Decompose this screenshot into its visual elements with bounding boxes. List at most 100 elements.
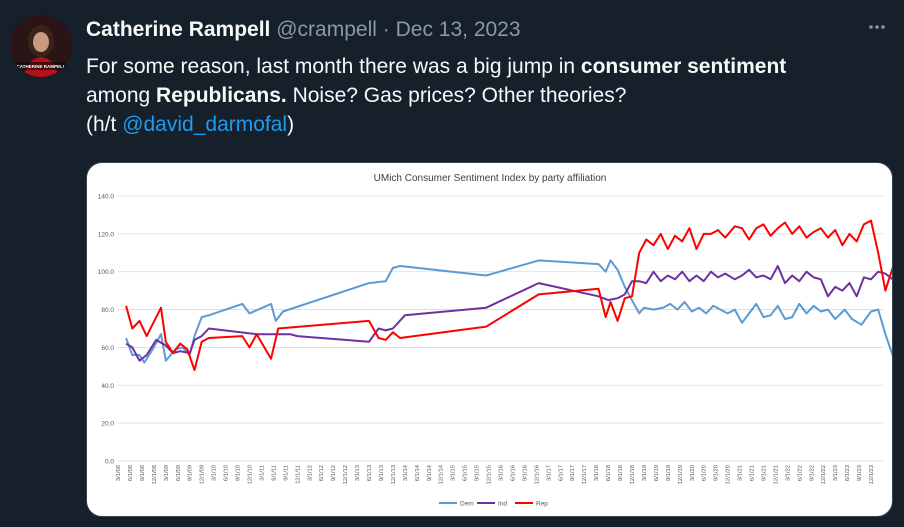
y-tick-label: 100.0 — [98, 269, 115, 276]
x-tick-label: 12/1/14 — [439, 464, 445, 484]
tweet-media-chart[interactable]: UMich Consumer Sentiment Index by party … — [86, 162, 893, 517]
x-tick-label: 9/1/22 — [809, 465, 815, 481]
more-horizontal-icon[interactable] — [864, 16, 890, 44]
x-tick-label: 6/1/12 — [319, 465, 325, 481]
x-tick-label: 3/1/12 — [307, 465, 313, 481]
tweet-text-bold: consumer sentiment — [580, 55, 787, 78]
series-line-dem — [125, 259, 892, 364]
tweet-text-bold: Republicans. — [156, 84, 287, 107]
x-tick-label: 6/1/08 — [128, 465, 134, 481]
x-tick-label: 9/1/11 — [283, 465, 289, 481]
x-tick-label: 12/1/08 — [152, 465, 158, 484]
x-tick-label: 6/1/20 — [702, 465, 708, 481]
tweet-text: For some reason, last month there was a … — [86, 52, 896, 139]
x-tick-label: 9/1/23 — [857, 465, 863, 481]
x-tick-label: 3/1/20 — [690, 465, 696, 481]
author-name[interactable]: Catherine Rampell — [86, 18, 271, 41]
svg-text:CATHERINE RAMPELL: CATHERINE RAMPELL — [17, 64, 66, 69]
x-tick-label: 12/1/16 — [534, 465, 540, 484]
x-tick-label: 6/1/22 — [797, 465, 803, 481]
x-tick-label: 9/1/13 — [379, 465, 385, 481]
x-tick-label: 12/1/22 — [821, 465, 827, 484]
x-tick-label: 6/1/23 — [845, 465, 851, 481]
x-tick-label: 6/1/15 — [463, 465, 469, 481]
x-tick-label: 12/1/17 — [582, 465, 588, 484]
tweet-text-part: ) — [287, 113, 295, 136]
tweet-date[interactable]: Dec 13, 2023 — [395, 18, 521, 41]
x-tick-label: 3/1/22 — [785, 465, 791, 481]
x-tick-label: 3/1/09 — [164, 465, 170, 481]
chart-svg: UMich Consumer Sentiment Index by party … — [98, 173, 892, 508]
x-tick-label: 3/1/08 — [116, 465, 122, 481]
series-line-ind — [125, 265, 892, 362]
avatar[interactable]: CATHERINE RAMPELL — [10, 15, 72, 77]
x-tick-label: 9/1/12 — [331, 465, 337, 481]
tweet-text-part: among — [86, 84, 157, 107]
x-tick-label: 3/1/15 — [451, 465, 457, 481]
legend-label: Rep — [536, 501, 548, 508]
x-tick-label: 9/1/16 — [522, 465, 528, 481]
x-tick-label: 6/1/11 — [271, 465, 277, 481]
x-tick-label: 3/1/18 — [594, 465, 600, 481]
x-tick-label: 12/1/23 — [869, 465, 875, 484]
x-tick-label: 9/1/09 — [188, 465, 194, 481]
mention-link[interactable]: @david_darmofal — [122, 113, 288, 136]
y-tick-label: 140.0 — [98, 194, 115, 201]
x-tick-label: 3/1/17 — [546, 465, 552, 481]
x-tick-label: 3/1/23 — [833, 465, 839, 481]
x-tick-label: 12/1/13 — [391, 465, 397, 484]
x-tick-label: 3/1/21 — [738, 465, 744, 481]
y-tick-label: 80.0 — [101, 307, 114, 314]
y-tick-label: 60.0 — [101, 345, 114, 352]
tweet-text-part: For some reason, last month there was a … — [86, 55, 581, 78]
x-tick-label: 6/1/18 — [606, 465, 612, 481]
tweet-header: Catherine Rampell @crampell · Dec 13, 20… — [86, 16, 521, 44]
chart-title: UMich Consumer Sentiment Index by party … — [374, 173, 607, 184]
x-tick-label: 12/1/12 — [343, 465, 349, 484]
x-tick-label: 12/1/09 — [200, 465, 206, 484]
author-handle[interactable]: @crampell — [276, 18, 377, 41]
x-tick-label: 9/1/10 — [236, 465, 242, 481]
x-tick-label: 3/1/19 — [642, 465, 648, 481]
x-tick-label: 12/1/11 — [295, 465, 301, 484]
x-tick-label: 3/1/16 — [499, 465, 505, 481]
tweet-text-part: Noise? Gas prices? Other theories? — [286, 84, 627, 107]
x-tick-label: 3/1/14 — [403, 464, 409, 481]
y-tick-label: 20.0 — [101, 421, 114, 428]
x-tick-label: 3/1/11 — [259, 465, 265, 481]
x-tick-label: 12/1/19 — [678, 465, 684, 484]
x-tick-label: 6/1/16 — [510, 465, 516, 481]
avatar-image: CATHERINE RAMPELL — [10, 15, 72, 77]
x-tick-label: 6/1/09 — [176, 465, 182, 481]
x-tick-label: 6/1/10 — [224, 465, 230, 481]
x-tick-label: 12/1/20 — [726, 465, 732, 484]
x-tick-label: 6/1/21 — [750, 465, 756, 481]
legend-label: Dem — [460, 501, 474, 508]
tweet-text-part: (h/t — [86, 113, 123, 136]
series-line-rep — [125, 219, 892, 372]
y-tick-label: 120.0 — [98, 231, 115, 238]
x-tick-label: 6/1/13 — [367, 465, 373, 481]
x-tick-label: 9/1/21 — [761, 465, 767, 481]
x-tick-label: 6/1/19 — [654, 465, 660, 481]
y-tick-label: 0.0 — [105, 459, 114, 466]
x-tick-label: 9/1/15 — [475, 465, 481, 481]
x-tick-label: 9/1/20 — [714, 465, 720, 481]
x-tick-label: 3/1/13 — [355, 465, 361, 481]
y-tick-label: 40.0 — [101, 383, 114, 390]
x-tick-label: 12/1/21 — [773, 465, 779, 484]
x-tick-label: 9/1/08 — [140, 465, 146, 481]
legend-label: Ind — [498, 501, 507, 508]
x-tick-label: 9/1/19 — [666, 465, 672, 481]
x-tick-label: 6/1/17 — [558, 465, 564, 481]
x-tick-label: 9/1/17 — [570, 465, 576, 481]
x-tick-label: 9/1/14 — [427, 464, 433, 481]
separator-dot: · — [382, 18, 390, 41]
x-tick-label: 12/1/18 — [630, 465, 636, 484]
x-tick-label: 9/1/18 — [618, 465, 624, 481]
x-tick-label: 12/1/10 — [247, 465, 253, 484]
x-tick-label: 12/1/15 — [487, 465, 493, 484]
x-tick-label: 3/1/10 — [212, 465, 218, 481]
x-tick-label: 6/1/14 — [415, 464, 421, 481]
